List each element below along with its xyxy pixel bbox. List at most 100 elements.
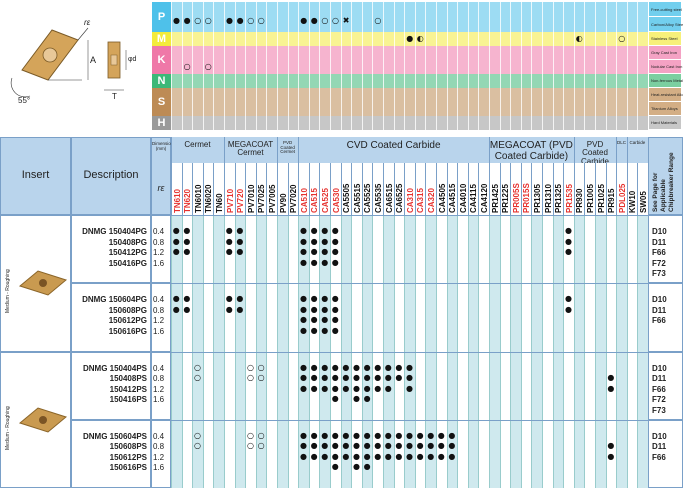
grade-label: PR915: [607, 188, 617, 213]
grade-mark: ○: [247, 441, 254, 451]
iso-letter-h: [152, 116, 171, 131]
grade-mark: ●: [416, 441, 424, 451]
page-ref: D11: [652, 305, 667, 315]
iso-grid-line: [372, 2, 373, 137]
group-divider: [171, 215, 648, 216]
insert-code: 150608PG: [108, 305, 147, 315]
group-label: Cermet: [184, 140, 211, 149]
grade-mark: ●: [172, 247, 180, 256]
grade-mark: ●: [565, 304, 572, 314]
grade-mark: ●: [236, 294, 244, 304]
grade-mark: ●: [321, 373, 329, 382]
grade-mark: ●: [310, 257, 318, 267]
iso-sub-label: Carbon/Alloy Steel: [651, 21, 683, 27]
grade-mark: ○: [257, 362, 265, 372]
iso-grid-line: [563, 2, 564, 137]
description-cell: [71, 215, 151, 284]
group-label: PVD Coated Carbide: [580, 140, 609, 166]
grade-header-cell: [510, 163, 521, 215]
grade-mark: ○: [194, 362, 201, 372]
grade-mark: ●: [406, 441, 413, 451]
iso-m-mark: ○: [618, 34, 626, 43]
insert-code: 150412PG: [108, 248, 147, 257]
iso-sub-band: [649, 32, 681, 45]
grade-mark: ●: [310, 441, 318, 451]
grade-label: PV7025: [257, 184, 267, 213]
re-value: 0.8: [153, 237, 165, 247]
grade-mark: ●: [225, 226, 233, 235]
grade-header-cell: [616, 163, 627, 215]
description-cell: [71, 283, 151, 352]
grade-mark: ●: [310, 451, 318, 461]
grade-mark: ●: [374, 451, 382, 461]
re-value: 1.6: [153, 395, 165, 404]
grade-mark: ●: [331, 394, 339, 403]
insert-code: DNMG 150404PS: [82, 363, 147, 373]
iso-sub-label: Non-ferrous Metals: [651, 78, 683, 83]
iso-sub-label: Heat-resistant Alloys: [651, 92, 683, 97]
iso-p-mark: ○: [194, 16, 202, 25]
grade-header-cell: [563, 163, 574, 215]
grade-label: CA6525: [395, 183, 405, 213]
grade-mark: ●: [331, 373, 339, 382]
grade-label: SW05: [638, 191, 648, 213]
grade-mark: ●: [331, 315, 339, 325]
iso-grid-line: [330, 2, 331, 137]
grade-mark: ●: [448, 441, 456, 451]
grade-header-cell: [192, 163, 203, 215]
grade-label: CA525: [320, 188, 330, 213]
group-divider: [171, 351, 648, 352]
grade-mark: ●: [416, 430, 424, 440]
grade-mark: ●: [363, 451, 371, 461]
grade-mark: ●: [374, 430, 382, 440]
iso-p-mark: ●: [300, 16, 308, 25]
grade-mark: ●: [321, 226, 329, 235]
iso-grid-line: [467, 2, 469, 137]
re-value: 1.2: [153, 452, 165, 462]
grade-header-cell: [573, 163, 585, 215]
iso-band-n: [171, 74, 648, 89]
grade-mark: ●: [310, 362, 318, 372]
grade-mark: ●: [310, 315, 318, 325]
iso-sub-label: Titanium Alloys: [651, 106, 678, 111]
grade-label: CA4120: [479, 183, 489, 213]
grade-header-cell: [224, 163, 235, 215]
grade-mark: ●: [384, 362, 392, 372]
grade-mark: ●: [321, 430, 329, 440]
grade-mark: ●: [321, 325, 329, 335]
grade-header-cell: [489, 163, 500, 215]
group-label: MEGACOAT (PVD Coated Carbide): [489, 140, 573, 162]
grade-mark: ●: [310, 373, 318, 382]
group-divider: [171, 283, 648, 284]
insert-code: DNMG 150604PS: [82, 431, 147, 441]
grade-mark: ●: [406, 430, 413, 440]
page-ref: D11: [652, 237, 667, 247]
iso-letter-label: M: [156, 33, 167, 45]
iso-letter-label: P: [157, 11, 166, 23]
iso-sub-band: [649, 88, 681, 101]
grade-mark: ●: [310, 236, 318, 246]
re-value: 1.2: [153, 384, 165, 394]
description-cell: [71, 419, 151, 488]
page-ref: F66: [652, 384, 666, 394]
group-label: CVD Coated Carbide: [346, 140, 441, 151]
re-cell: [151, 419, 171, 488]
grade-header-cell: [171, 163, 182, 215]
group-label: Carbide: [629, 140, 646, 145]
iso-band-s: [171, 88, 648, 117]
grade-header-cell: [446, 163, 458, 215]
iso-grid-line: [393, 2, 395, 137]
iso-sub-band: [649, 46, 681, 59]
grade-mark: ●: [353, 373, 360, 382]
grade-mark: ●: [172, 236, 180, 246]
pages-cell: [648, 419, 683, 488]
grade-mark: ●: [363, 362, 371, 372]
iso-p-mark: ○: [247, 16, 255, 25]
group-label: PVD Coated Cermet: [280, 140, 295, 155]
grade-mark: ●: [363, 430, 371, 440]
side-label: Medium - Roughing: [5, 406, 11, 450]
grade-header-cell: [372, 163, 383, 215]
grade-mark: ●: [565, 236, 572, 246]
grade-label: PR1225: [501, 184, 511, 213]
insert-code: 150616PS: [109, 463, 147, 473]
